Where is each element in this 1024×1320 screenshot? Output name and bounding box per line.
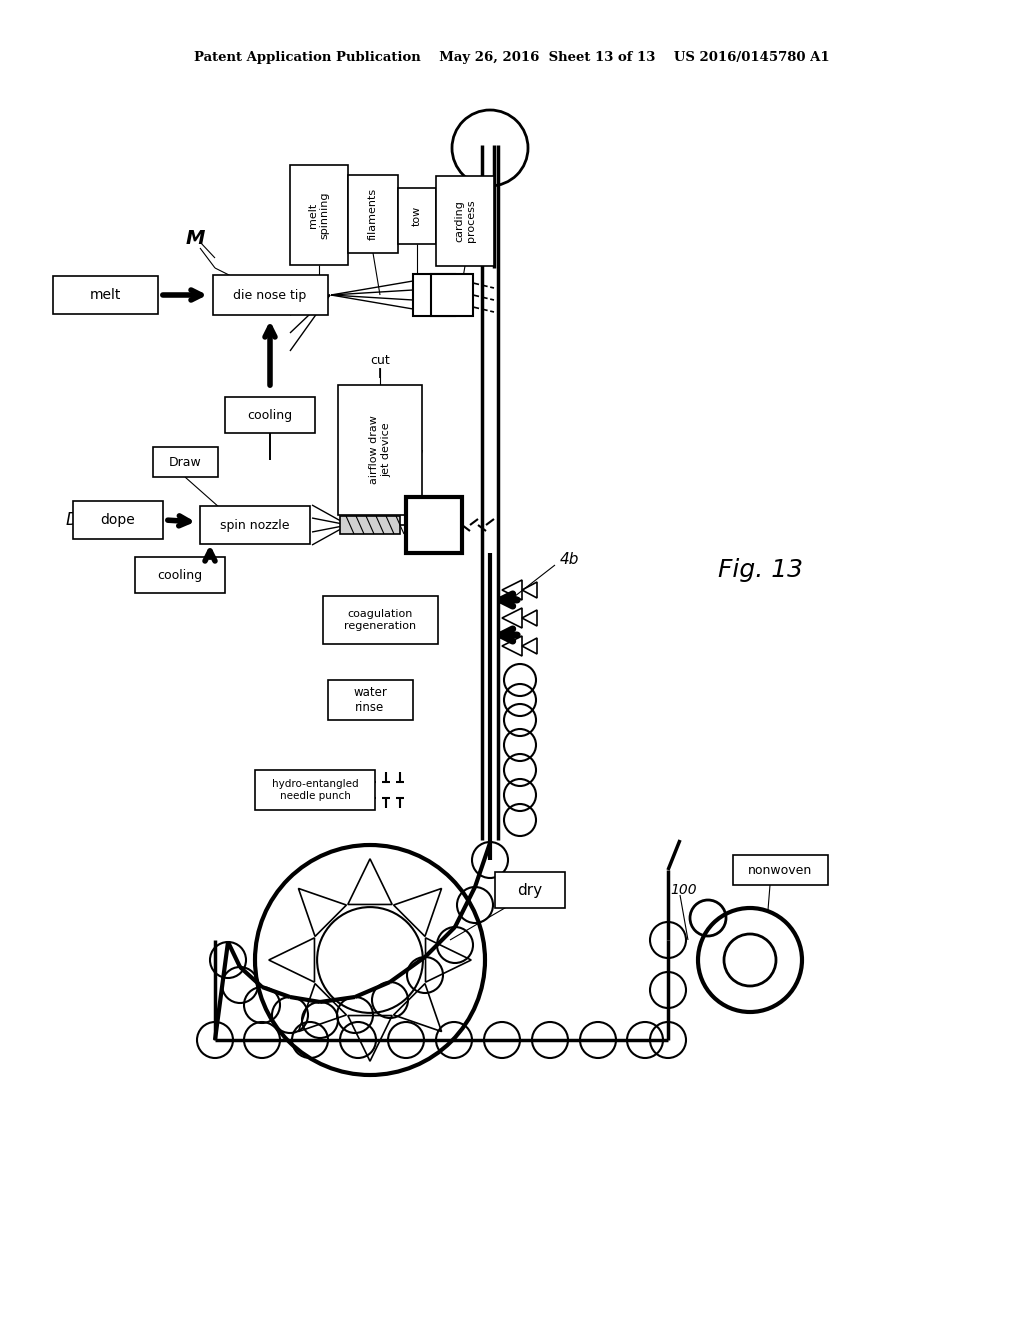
Text: spin nozzle: spin nozzle — [220, 519, 290, 532]
Text: nonwoven: nonwoven — [748, 863, 812, 876]
FancyBboxPatch shape — [153, 447, 217, 477]
FancyBboxPatch shape — [340, 516, 400, 535]
Text: tow: tow — [412, 206, 422, 226]
Text: cooling: cooling — [158, 569, 203, 582]
Text: cooling: cooling — [248, 408, 293, 421]
FancyBboxPatch shape — [338, 385, 422, 515]
FancyBboxPatch shape — [328, 680, 413, 719]
FancyBboxPatch shape — [436, 176, 494, 267]
FancyBboxPatch shape — [323, 597, 437, 644]
FancyBboxPatch shape — [413, 275, 455, 315]
Text: 4b: 4b — [560, 553, 580, 568]
FancyBboxPatch shape — [52, 276, 158, 314]
Text: carding
process: carding process — [455, 199, 476, 243]
FancyBboxPatch shape — [406, 498, 462, 553]
Text: 100: 100 — [670, 883, 696, 898]
Text: coagulation
regeneration: coagulation regeneration — [344, 610, 416, 631]
FancyBboxPatch shape — [495, 873, 565, 908]
Text: melt
spinning: melt spinning — [308, 191, 330, 239]
FancyBboxPatch shape — [73, 502, 163, 539]
FancyBboxPatch shape — [225, 397, 315, 433]
Text: dope: dope — [100, 513, 135, 527]
Text: airflow draw
jet device: airflow draw jet device — [370, 416, 391, 484]
Text: filaments: filaments — [368, 187, 378, 240]
Text: Fig. 13: Fig. 13 — [718, 558, 803, 582]
FancyBboxPatch shape — [213, 275, 328, 315]
Text: Patent Application Publication    May 26, 2016  Sheet 13 of 13    US 2016/014578: Patent Application Publication May 26, 2… — [195, 51, 829, 65]
FancyBboxPatch shape — [732, 855, 827, 884]
FancyBboxPatch shape — [200, 506, 310, 544]
FancyBboxPatch shape — [135, 557, 225, 593]
FancyBboxPatch shape — [348, 176, 398, 253]
Text: melt: melt — [89, 288, 121, 302]
Text: die nose tip: die nose tip — [233, 289, 306, 301]
Text: water
rinse: water rinse — [353, 686, 387, 714]
FancyBboxPatch shape — [255, 770, 375, 810]
Text: dry: dry — [517, 883, 543, 898]
Text: cut: cut — [370, 354, 390, 367]
Text: D: D — [66, 511, 79, 529]
FancyBboxPatch shape — [431, 275, 473, 315]
Text: M: M — [185, 228, 205, 248]
Text: hydro-entangled
needle punch: hydro-entangled needle punch — [271, 779, 358, 801]
Text: Draw: Draw — [169, 455, 202, 469]
FancyBboxPatch shape — [398, 187, 436, 244]
FancyBboxPatch shape — [290, 165, 348, 265]
